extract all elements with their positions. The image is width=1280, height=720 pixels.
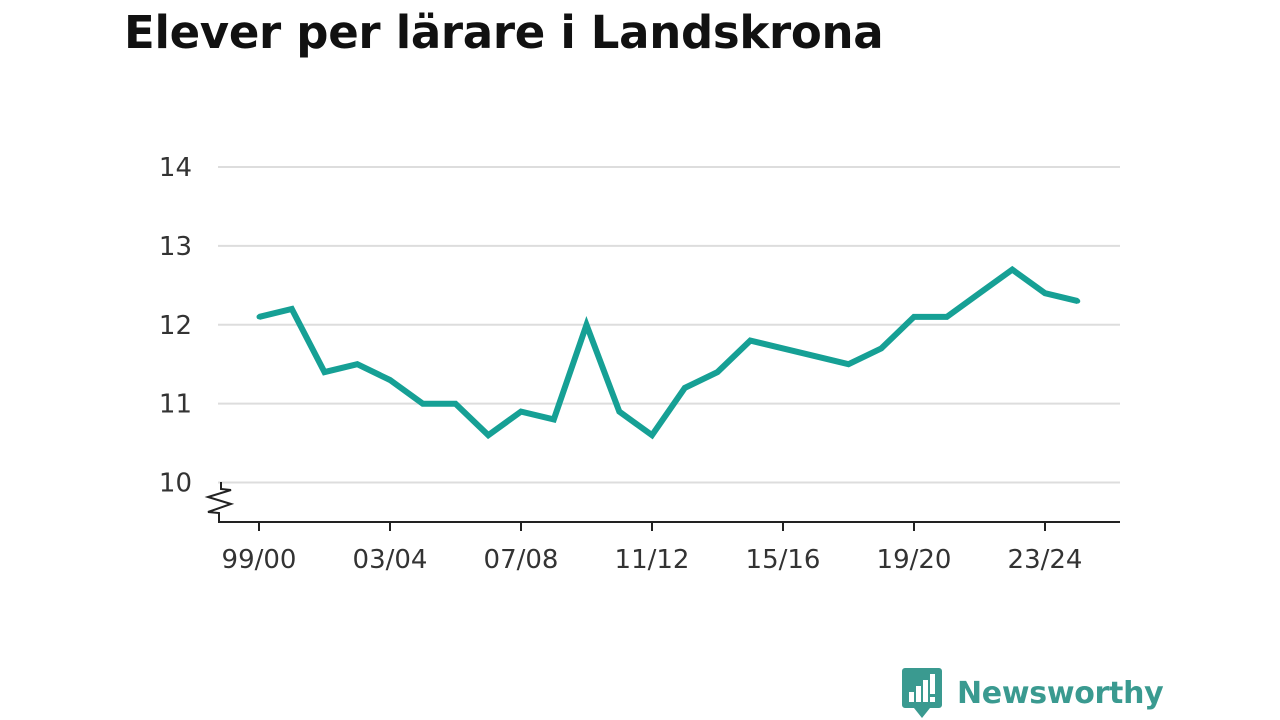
x-tick-label-11-12: 11/12 <box>615 545 690 575</box>
data-point-13-14 <box>715 369 720 375</box>
brand-name: Newsworthy <box>957 675 1164 711</box>
y-axis-break-icon <box>204 482 235 522</box>
data-point-16-17 <box>813 353 819 359</box>
data-point-23-24 <box>1042 290 1048 296</box>
y-tick-label-13: 13 <box>159 232 192 262</box>
x-tick-label-15-16: 15/16 <box>746 545 821 575</box>
y-tick-label-10: 10 <box>159 469 192 499</box>
axis-break-zigzag <box>204 482 235 522</box>
data-point-99-00 <box>256 314 262 320</box>
data-point-19-20 <box>911 314 917 320</box>
x-tick-label-23-24: 23/24 <box>1008 545 1083 575</box>
data-point-09-10 <box>584 322 589 328</box>
x-tick-label-99-00: 99/00 <box>222 545 297 575</box>
x-tick-label-19-20: 19/20 <box>877 545 952 575</box>
series-line-0 <box>258 265 1079 440</box>
data-point-18-19 <box>878 345 884 351</box>
y-tick-label-11: 11 <box>159 390 192 420</box>
series-layer <box>256 265 1081 440</box>
data-point-21-22 <box>977 290 982 296</box>
line-chart: 10 11 12 13 14 99/00 03/04 07/08 11/12 15/16 19/2… <box>159 153 1120 575</box>
data-point-17-18 <box>846 361 851 367</box>
data-point-04-05 <box>420 401 426 407</box>
data-point-15-16 <box>780 345 786 351</box>
data-point-06-07 <box>485 432 491 438</box>
x-tick-label-07-08: 07/08 <box>484 545 559 575</box>
data-point-11-12 <box>649 432 655 438</box>
data-point-12-13 <box>682 385 688 391</box>
y-tick-label-14: 14 <box>159 153 192 183</box>
brand-logo: Newsworthy <box>902 668 1164 718</box>
data-point-08-09 <box>551 416 557 422</box>
data-point-10-11 <box>616 409 622 415</box>
chart-title: Elever per lärare i Landskrona <box>124 6 884 59</box>
data-point-24-25 <box>1075 298 1081 304</box>
data-point-22-23 <box>1009 267 1015 273</box>
x-tick-label-03-04: 03/04 <box>353 545 428 575</box>
data-point-07-08 <box>518 409 524 415</box>
data-point-20-21 <box>944 314 950 320</box>
data-point-05-06 <box>453 401 458 407</box>
y-tick-label-12: 12 <box>159 311 192 341</box>
data-point-00-01 <box>289 306 295 312</box>
x-axis: 99/00 03/04 07/08 11/12 15/16 19/20 23/24 <box>218 521 1120 575</box>
data-point-01-02 <box>322 369 327 375</box>
data-point-02-03 <box>354 361 360 367</box>
newsworthy-logo-icon <box>902 668 942 718</box>
grid-lines <box>218 166 1120 484</box>
data-point-14-15 <box>747 338 753 344</box>
y-axis-labels: 10 11 12 13 14 <box>159 153 192 499</box>
data-point-03-04 <box>387 377 393 383</box>
